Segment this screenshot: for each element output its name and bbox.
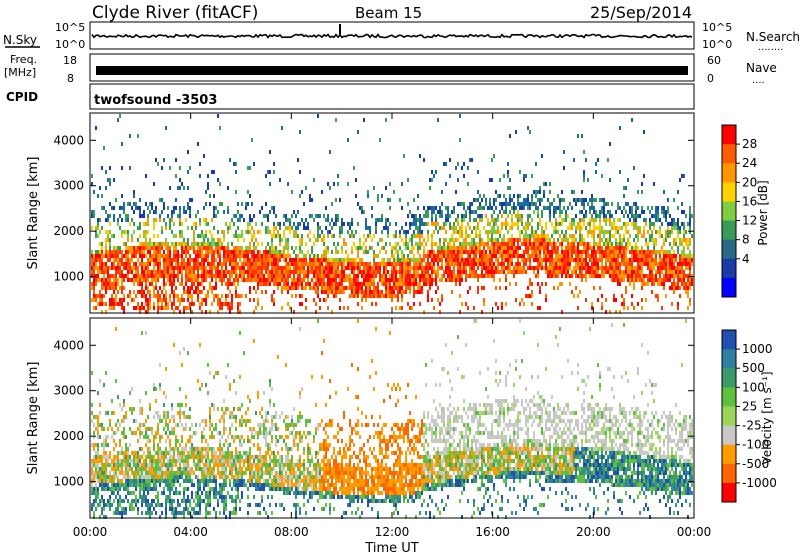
colorbar-tick-label: 12 <box>742 214 757 228</box>
velocity-ylabel: Slant Range [km] <box>26 362 41 475</box>
noise-tick-high-right: 10^5 <box>702 21 732 34</box>
colorbar-tick-label: 16 <box>742 194 757 208</box>
x-tick-label: 12:00 <box>375 525 410 539</box>
noise-tick-low: 10^0 <box>55 38 85 51</box>
x-tick-label: 04:00 <box>173 525 208 539</box>
colorbar-tick-label: -100 <box>742 438 769 452</box>
power-ylabel: Slant Range [km] <box>26 157 41 270</box>
freq-panel: Freq. [MHz] 18 8 60 0 Nave .... <box>4 53 777 86</box>
velocity-colorbar: 1000 500 100 25 -25 -100 -500 -1000 <box>721 329 777 503</box>
x-tick-label: 16:00 <box>475 525 510 539</box>
freq-tick-low: 8 <box>67 72 74 85</box>
nsearch-label: N.Search <box>746 30 800 44</box>
nsearch-dots: ........ <box>758 42 783 53</box>
station-title: Clyde River (fitACF) <box>92 3 258 23</box>
noise-trace <box>91 33 693 39</box>
y-tick-label: 3000 <box>53 384 84 398</box>
nave-tick-low: 0 <box>707 72 714 85</box>
beam-label: Beam 15 <box>355 4 422 22</box>
colorbar-tick-label: 24 <box>742 156 757 170</box>
time-axis: 00:00 04:00 08:00 12:00 16:00 20:00 00:00 <box>73 113 712 539</box>
colorbar-tick-label: 20 <box>742 175 757 189</box>
power-y-axis: 1000 2000 3000 4000 <box>53 133 694 284</box>
y-tick-label: 2000 <box>53 224 84 238</box>
date-label: 25/Sep/2014 <box>590 3 692 22</box>
nsky-label: N.Sky <box>3 33 37 47</box>
y-tick-label: 4000 <box>53 133 84 147</box>
nave-tick-high: 60 <box>707 54 721 67</box>
power-scatter-cells <box>91 114 693 314</box>
power-colorbar-label: Power [dB] <box>756 180 770 245</box>
cpid-panel: CPID twofsound -3503 <box>6 83 695 110</box>
velocity-colorbar-label: Velocity [m s⁻¹] <box>760 371 774 464</box>
cpid-label: CPID <box>6 90 38 104</box>
time-axis-label: Time UT <box>364 541 418 554</box>
noise-tick-low-right: 10^0 <box>702 38 732 51</box>
velocity-panel: 1000 2000 3000 4000 Slant Range [km] 1000 50… <box>26 317 777 519</box>
colorbar-tick-label: 500 <box>742 361 765 375</box>
nave-dots: .... <box>752 75 765 86</box>
colorbar-tick-label: 25 <box>742 399 757 413</box>
velocity-scatter-cells <box>91 319 693 519</box>
y-tick-label: 2000 <box>53 429 84 443</box>
velocity-y-axis: 1000 2000 3000 4000 <box>53 338 694 489</box>
freq-band <box>96 66 688 75</box>
power-panel: 1000 2000 3000 4000 Slant Range [km] 28 24 20… <box>26 112 770 314</box>
colorbar-tick-label: -1000 <box>742 476 777 490</box>
x-tick-label: 20:00 <box>576 525 611 539</box>
nave-label: Nave <box>746 61 777 75</box>
y-tick-label: 1000 <box>53 270 84 284</box>
colorbar-tick-label: 4 <box>742 252 750 266</box>
noise-tick-high: 10^5 <box>55 21 85 34</box>
x-tick-label: 00:00 <box>677 525 712 539</box>
colorbar-tick-label: 8 <box>742 233 750 247</box>
x-tick-label: 00:00 <box>73 525 108 539</box>
colorbar-tick-label: -500 <box>742 457 769 471</box>
colorbar-tick-label: 28 <box>742 137 757 151</box>
x-tick-label: 08:00 <box>274 525 309 539</box>
cpid-value: twofsound -3503 <box>94 93 217 108</box>
y-tick-label: 1000 <box>53 475 84 489</box>
y-tick-label: 3000 <box>53 179 84 193</box>
freq-label: Freq. <box>10 53 37 66</box>
freq-tick-high: 18 <box>63 54 77 67</box>
colorbar-tick-label: 100 <box>742 380 765 394</box>
freq-unit-label: [MHz] <box>4 66 36 79</box>
colorbar-tick-label: 1000 <box>742 342 773 356</box>
noise-panel: N.Sky 10^5 10^0 10^5 10^0 N.Search .....… <box>3 21 800 53</box>
y-tick-label: 4000 <box>53 338 84 352</box>
power-colorbar: 28 24 20 16 12 8 4 <box>721 124 757 298</box>
colorbar-tick-label: -25 <box>742 419 762 433</box>
